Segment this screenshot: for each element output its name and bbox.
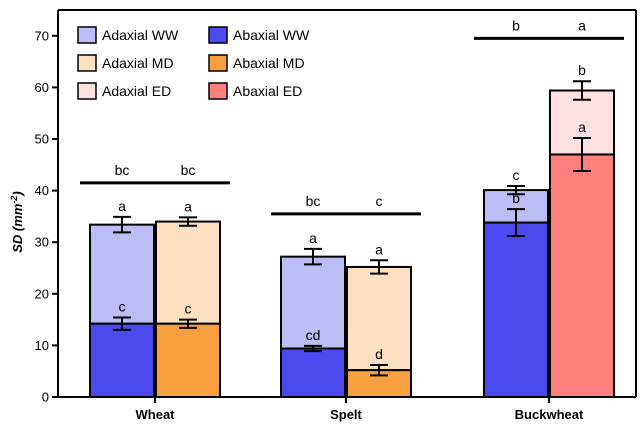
y-tick-label: 50	[35, 132, 49, 147]
y-axis-label-unit: mm	[10, 203, 25, 227]
letter-total: a	[375, 241, 383, 257]
bar-abaxial	[280, 347, 346, 399]
letter-total: a	[184, 198, 192, 214]
legend-swatch	[77, 54, 97, 72]
bar-adaxial	[346, 265, 412, 372]
y-tick-label: 0	[42, 390, 49, 405]
legend-label: Adaxial MD	[102, 55, 174, 71]
y-tick-label: 20	[35, 286, 49, 301]
letter-total: c	[513, 167, 520, 183]
legend-label: Adaxial ED	[102, 83, 171, 99]
letter-group: c	[376, 193, 383, 209]
letter-abaxial: c	[119, 299, 126, 315]
x-tick-label: Buckwheat	[515, 407, 584, 422]
legend-label: Adaxial WW	[102, 27, 179, 43]
y-tick-label: 30	[35, 235, 49, 250]
y-axis-label-exponent: -2	[9, 196, 19, 204]
legend-label: Abaxial WW	[233, 27, 310, 43]
legend-label: Abaxial MD	[233, 55, 305, 71]
bar-adaxial	[280, 255, 346, 350]
x-tick-label: Wheat	[136, 407, 176, 422]
letter-abaxial: a	[578, 119, 586, 135]
y-tick-label: 60	[35, 80, 49, 95]
x-tick-label: Spelt	[330, 407, 362, 422]
letter-abaxial: b	[512, 190, 520, 206]
bar-abaxial	[89, 322, 155, 398]
letter-abaxial: c	[185, 301, 192, 317]
letter-total: a	[118, 198, 126, 214]
legend-swatch	[77, 26, 97, 44]
y-tick-label: 10	[35, 338, 49, 353]
legend-swatch	[208, 82, 228, 100]
letter-group: a	[578, 17, 586, 33]
letter-group: bc	[181, 162, 196, 178]
letter-total: a	[309, 230, 317, 246]
letter-group: bc	[115, 162, 130, 178]
letter-group: bc	[306, 193, 321, 209]
y-axis-label: SD (mm-2)	[9, 191, 25, 253]
letter-abaxial: d	[375, 346, 383, 362]
bar-adaxial	[89, 223, 155, 325]
letter-abaxial: cd	[306, 327, 321, 343]
y-axis-label-main: SD	[10, 234, 25, 253]
bars	[89, 80, 615, 399]
legend-swatch	[208, 26, 228, 44]
bar-abaxial	[155, 322, 221, 398]
y-tick-label: 70	[35, 28, 49, 43]
y-tick-label: 40	[35, 183, 49, 198]
bar-abaxial	[483, 221, 549, 398]
legend-swatch	[208, 54, 228, 72]
legend-swatch	[77, 82, 97, 100]
letter-total: b	[578, 62, 586, 78]
legend-label: Abaxial ED	[233, 83, 302, 99]
legend: Adaxial WW Abaxial WW Adaxial MD Abaxial MD…	[77, 26, 310, 100]
bar-abaxial	[549, 153, 615, 398]
letter-group: b	[512, 17, 520, 33]
